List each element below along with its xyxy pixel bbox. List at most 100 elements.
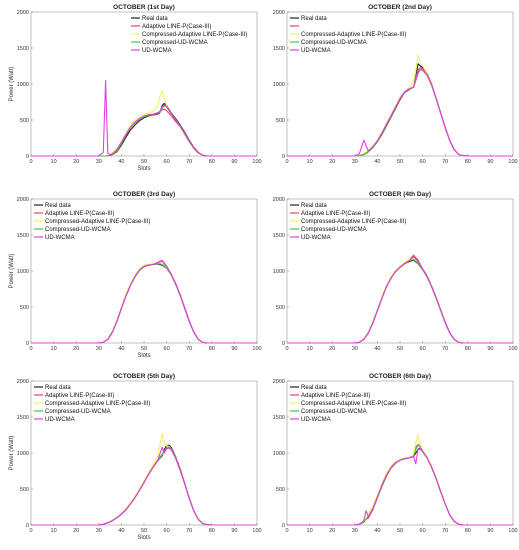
subplot-5: OCTOBER (5th Day)0 10 20 30 40 50 60 70 80 90 1000… (9, 373, 262, 541)
x-tick-label: 50 (141, 159, 147, 165)
x-tick-label: 100 (252, 528, 261, 534)
x-tick-label: 80 (209, 159, 215, 165)
y-tick-label: 2000 (273, 379, 285, 385)
x-tick-label: 100 (252, 159, 261, 165)
legend-entry: UD-WCMA (301, 235, 331, 241)
x-tick-label: 80 (465, 528, 471, 534)
x-tick-label: 0 (285, 346, 288, 352)
y-axis-label: Power (Watt) (9, 436, 15, 471)
y-tick-label: 1500 (17, 233, 29, 239)
y-tick-label: 2000 (17, 10, 29, 16)
x-tick-label: 80 (209, 346, 215, 352)
subplot-6: OCTOBER (6th Day)0 10 20 30 40 50 60 70 80 90 1000… (273, 373, 518, 534)
legend-entry: Real data (45, 385, 71, 391)
x-tick-label: 100 (508, 159, 517, 165)
legend-entry: Adaptive LINE-P(Case-III) (45, 393, 114, 399)
x-tick-label: 60 (420, 159, 426, 165)
legend-entry: Compressed-UD-WCMA (142, 40, 208, 46)
legend-entry: Compressed-UD-WCMA (45, 227, 111, 233)
y-tick-label: 1500 (17, 46, 29, 52)
x-tick-label: 50 (141, 528, 147, 534)
x-tick-label: 90 (487, 528, 493, 534)
x-tick-label: 40 (118, 528, 124, 534)
x-tick-label: 30 (96, 528, 102, 534)
x-tick-label: 70 (186, 159, 192, 165)
x-tick-label: 10 (307, 346, 313, 352)
y-tick-label: 0 (26, 341, 29, 347)
plot-area (30, 380, 258, 526)
y-tick-label: 500 (276, 487, 285, 493)
chart-title: OCTOBER (6th Day) (369, 373, 431, 380)
y-tick-label: 0 (282, 154, 285, 160)
x-axis-label: Slots (137, 166, 150, 172)
y-tick-label: 1000 (17, 82, 29, 88)
x-tick-label: 30 (96, 346, 102, 352)
y-tick-label: 1000 (273, 82, 285, 88)
legend-entry: Adaptive LINE-P(Case-III) (142, 24, 211, 30)
y-tick-label: 2000 (17, 379, 29, 385)
x-tick-label: 40 (118, 346, 124, 352)
x-tick-label: 50 (397, 528, 403, 534)
plot-area (286, 11, 514, 157)
x-tick-label: 90 (487, 346, 493, 352)
y-tick-label: 0 (26, 154, 29, 160)
series-line-ud_wcma (31, 79, 257, 157)
legend-entry: Real data (301, 203, 327, 209)
x-tick-label: 50 (397, 159, 403, 165)
y-tick-label: 0 (282, 523, 285, 529)
legend-entry: Adaptive LINE-P(Case-III) (301, 393, 370, 399)
x-tick-label: 10 (51, 346, 57, 352)
x-axis-label: Slots (137, 535, 150, 541)
x-tick-label: 40 (374, 159, 380, 165)
chart-title: OCTOBER (3rd Day) (113, 191, 175, 198)
x-tick-label: 20 (329, 528, 335, 534)
legend-entry: Compressed-UD-WCMA (45, 409, 111, 415)
y-tick-label: 1000 (17, 269, 29, 275)
y-tick-label: 500 (20, 118, 29, 124)
plot-area (286, 380, 514, 526)
legend-entry: Compressed-Adaptive LINE-P(Case-III) (301, 32, 406, 38)
x-tick-label: 90 (231, 528, 237, 534)
legend-entry: Compressed-Adaptive LINE-P(Case-III) (301, 219, 406, 225)
y-tick-label: 0 (26, 523, 29, 529)
legend-entry: Compressed-Adaptive LINE-P(Case-III) (301, 401, 406, 407)
y-tick-label: 500 (20, 305, 29, 311)
y-axis-label: Power (Watt) (9, 67, 15, 102)
x-tick-label: 100 (252, 346, 261, 352)
x-tick-label: 80 (465, 346, 471, 352)
x-tick-label: 10 (307, 528, 313, 534)
y-tick-label: 1500 (17, 415, 29, 421)
x-tick-label: 0 (285, 528, 288, 534)
chart-title: OCTOBER (2nd Day) (368, 4, 432, 11)
legend: Real data Adaptive LINE-P(Case-III) Compre… (290, 385, 406, 423)
chart-title: OCTOBER (5th Day) (113, 373, 175, 380)
x-tick-label: 40 (374, 346, 380, 352)
legend: Real data Adaptive LINE-P(Case-III) Compre… (290, 203, 406, 241)
x-tick-label: 60 (164, 528, 170, 534)
x-tick-label: 80 (465, 159, 471, 165)
series-line-ud_wcma (31, 446, 257, 526)
legend-entry: UD-WCMA (301, 48, 331, 54)
legend-entry: Compressed-Adaptive LINE-P(Case-III) (142, 32, 247, 38)
chart-title: OCTOBER (1st Day) (113, 4, 175, 11)
legend-entry: UD-WCMA (45, 417, 75, 423)
plot-area (286, 198, 514, 344)
subplot-2: OCTOBER (2nd Day)0 10 20 30 40 50 60 70 80 90 1000… (273, 4, 518, 165)
legend-entry: UD-WCMA (301, 417, 331, 423)
x-tick-label: 90 (231, 159, 237, 165)
subplot-1: OCTOBER (1st Day)0 10 20 30 40 50 60 70 80 90 1000… (9, 4, 262, 172)
x-tick-label: 60 (420, 346, 426, 352)
legend-entry: Adaptive LINE-P(Case-III) (301, 211, 370, 217)
y-tick-label: 500 (276, 118, 285, 124)
legend-entry: Real data (142, 16, 168, 22)
x-tick-label: 20 (73, 528, 79, 534)
x-tick-label: 100 (508, 346, 517, 352)
x-tick-label: 50 (141, 346, 147, 352)
x-tick-label: 100 (508, 528, 517, 534)
x-tick-label: 10 (51, 528, 57, 534)
x-tick-label: 30 (352, 528, 358, 534)
y-tick-label: 1000 (273, 451, 285, 457)
series-line-ud_wcma (287, 66, 513, 157)
x-tick-label: 0 (29, 159, 32, 165)
